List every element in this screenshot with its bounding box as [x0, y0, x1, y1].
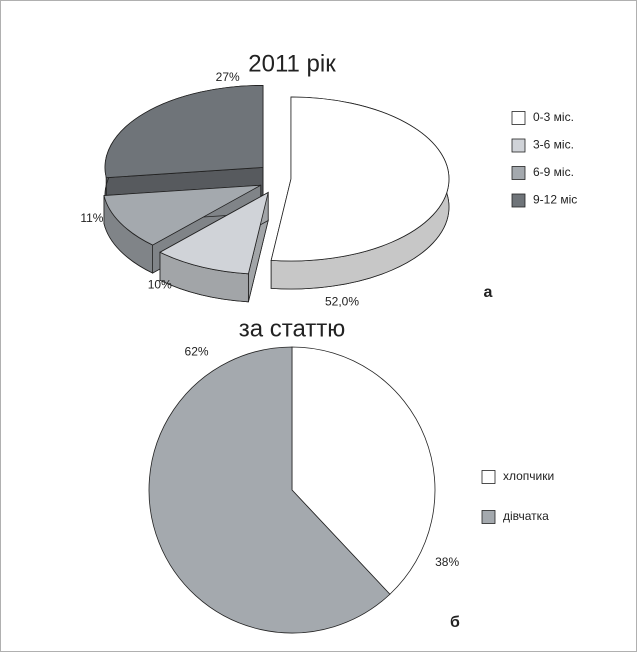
legend-swatch: [511, 193, 526, 208]
chart-title: 2011 рік: [248, 50, 336, 77]
legend-swatch: [511, 166, 526, 180]
legend-swatch: [481, 510, 496, 524]
slice: [270, 96, 450, 262]
data-label: 62%: [185, 345, 209, 359]
slice: [159, 191, 269, 275]
legend-swatch: [481, 470, 496, 484]
legend-swatch: [511, 111, 526, 125]
data-label: 11%: [80, 211, 103, 225]
legend-swatch: [511, 138, 526, 153]
legend-label: хлопчики: [503, 469, 554, 483]
data-label: 52,0%: [325, 294, 359, 308]
legend-label: 6-9 міс.: [533, 165, 574, 179]
slice: [104, 85, 264, 179]
slice: [291, 346, 436, 595]
slice: [103, 184, 261, 246]
legend-label: 9-12 міс: [533, 193, 577, 207]
chart-title: за статтю: [239, 315, 346, 342]
data-label: 38%: [435, 555, 459, 569]
panel-label: а: [484, 284, 493, 301]
legend-label: 0-3 міс.: [533, 110, 574, 124]
legend-label: дівчатка: [503, 509, 549, 523]
legend-label: 3-6 міс.: [533, 138, 574, 152]
data-label: 27%: [216, 70, 240, 84]
data-label: 10%: [148, 277, 172, 291]
panel-label: б: [450, 614, 460, 631]
slice: [148, 346, 391, 634]
